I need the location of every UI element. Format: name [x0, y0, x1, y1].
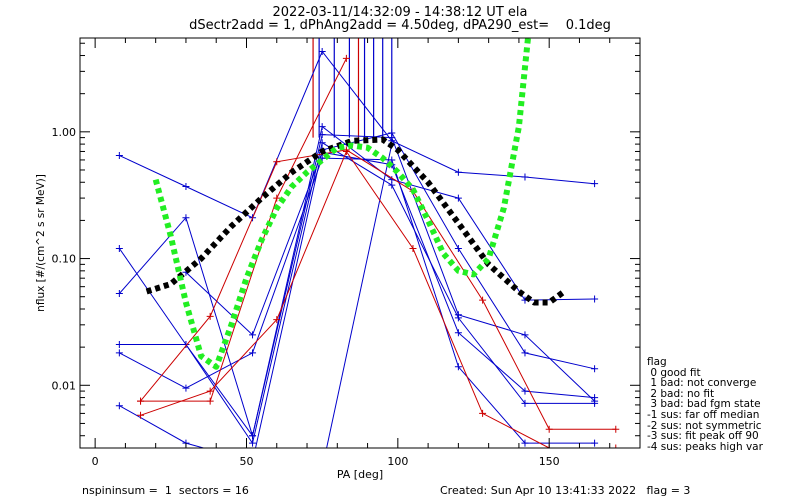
footer-right: Created: Sun Apr 10 13:41:33 2022 flag =…	[440, 484, 691, 497]
data-point	[545, 425, 553, 433]
data-point	[318, 131, 326, 139]
flag-legend: flag 0 good fit 1 bad: not converge 2 ba…	[647, 357, 763, 452]
data-point	[454, 329, 462, 337]
data-point	[521, 399, 529, 407]
data-point	[273, 316, 281, 324]
data-point	[521, 349, 529, 357]
data-point	[591, 180, 599, 188]
data-point	[612, 444, 620, 448]
data-point	[115, 290, 123, 297]
fit-curve-green	[152, 38, 531, 370]
series-line	[119, 141, 595, 445]
legend-item: -4 sus: peaks high var	[647, 440, 763, 453]
series-line	[118, 125, 595, 437]
data-point	[137, 411, 145, 419]
data-point	[115, 340, 123, 348]
chart-title: 2022-03-11/14:32:09 - 14:38:12 UT ela	[272, 5, 528, 20]
data-point	[318, 139, 326, 147]
data-point	[182, 183, 190, 191]
fit-curve-black	[145, 136, 567, 306]
series-line	[140, 149, 616, 430]
series-line	[119, 157, 595, 444]
data-point	[521, 439, 529, 447]
data-point	[115, 152, 123, 160]
data-point	[521, 173, 529, 181]
x-tick-label: 150	[539, 455, 560, 468]
legend-item: 3 bad: bad fgm state	[647, 398, 761, 411]
legend-item: -1 sus: far off median	[647, 408, 760, 421]
data-point	[388, 181, 396, 189]
data-point	[115, 349, 123, 357]
data-point	[612, 425, 620, 433]
data-point	[206, 397, 214, 405]
footer-left: nspininsum = 1 sectors = 16	[82, 484, 249, 497]
legend-item: -2 sus: not symmetric	[647, 419, 762, 432]
legend-title: flag	[647, 356, 667, 368]
data-point	[591, 365, 599, 373]
y-tick-label: 0.10	[52, 253, 77, 266]
data-point	[319, 465, 326, 472]
data-point	[454, 194, 462, 202]
data-point	[273, 158, 281, 166]
data-point	[318, 48, 326, 56]
y-tick-label: 1.00	[52, 126, 77, 139]
data-point	[521, 331, 529, 339]
x-axis-label: PA [deg]	[337, 468, 383, 481]
data-point	[318, 123, 326, 131]
data-point	[454, 168, 462, 176]
data-point	[249, 349, 257, 357]
y-axis-label: nflux [#/(cm^2 s sr MeV)]	[35, 174, 47, 312]
series-line	[140, 58, 347, 402]
data-point	[591, 439, 599, 447]
y-tick-label: 0.01	[52, 379, 77, 392]
x-tick-label: 0	[92, 455, 99, 468]
legend-item: 2 bad: no fit	[647, 387, 715, 400]
series-line	[140, 150, 616, 448]
plot-frame	[79, 37, 641, 449]
data-point	[409, 245, 417, 253]
data-point	[137, 397, 145, 405]
plot-area	[115, 38, 620, 472]
data-point	[249, 432, 257, 440]
x-tick-label: 100	[387, 455, 408, 468]
legend-item: -3 sus: fit peak off 90	[647, 430, 759, 443]
series-line	[119, 134, 595, 438]
data-point	[115, 245, 123, 253]
data-point	[249, 331, 257, 339]
data-point	[206, 387, 214, 395]
data-point	[182, 340, 190, 348]
data-point	[249, 439, 257, 447]
data-point	[479, 409, 487, 417]
legend-item: 0 good fit	[647, 366, 701, 379]
data-point	[342, 54, 350, 62]
data-point	[206, 312, 214, 320]
chart-subtitle: dSectr2add = 1, dPhAng2add = 4.50deg, dP…	[189, 18, 611, 33]
data-point	[342, 146, 350, 154]
data-point	[115, 402, 123, 410]
data-point	[454, 245, 462, 253]
legend-item: 1 bad: not converge	[647, 377, 757, 390]
series-line	[119, 50, 595, 219]
data-point	[182, 384, 190, 392]
data-point	[591, 394, 599, 402]
x-tick-label: 50	[239, 455, 253, 468]
data-point	[591, 295, 599, 303]
data-point	[182, 214, 190, 222]
data-point	[454, 363, 462, 371]
data-point	[454, 314, 462, 322]
data-point	[479, 296, 487, 304]
data-point	[521, 387, 529, 395]
data-point	[388, 129, 396, 137]
data-point	[273, 194, 281, 202]
series-line	[326, 143, 393, 448]
